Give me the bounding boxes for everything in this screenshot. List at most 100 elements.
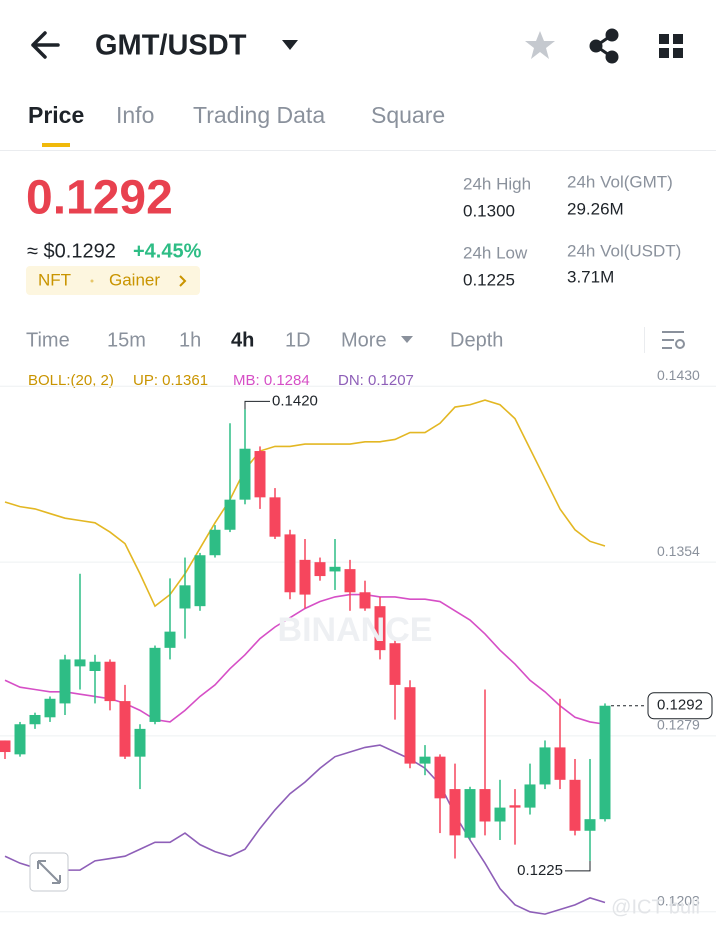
candle-body xyxy=(419,756,431,764)
tab[interactable]: Trading Data xyxy=(193,102,325,128)
candle-body xyxy=(464,789,476,838)
candle-body xyxy=(74,659,86,667)
watermark: @ICT bull xyxy=(611,896,700,918)
candle-body xyxy=(44,698,56,718)
candle-body xyxy=(299,559,311,595)
high-label: 0.1420 xyxy=(272,392,318,409)
interval[interactable]: 1D xyxy=(285,329,311,351)
tab-indicator xyxy=(42,143,70,147)
candle-body xyxy=(479,789,491,822)
price-change: +4.45% xyxy=(133,240,202,262)
low-label: 0.1225 xyxy=(517,862,563,879)
candle-body xyxy=(284,534,296,593)
boll-line xyxy=(4,744,606,915)
candle-body xyxy=(239,448,251,500)
low-pointer xyxy=(565,860,591,872)
candle-body xyxy=(179,585,191,609)
candle-body xyxy=(539,747,551,785)
candle-body xyxy=(224,499,236,530)
tag-box xyxy=(26,266,200,295)
boll-line xyxy=(4,399,606,608)
more-dropdown[interactable] xyxy=(401,336,413,343)
legend-item: MB: 0.1284 xyxy=(233,372,310,389)
watermark: BINANCE xyxy=(278,611,433,649)
stat-value: 29.26M xyxy=(567,199,624,218)
expand-button[interactable] xyxy=(29,852,69,892)
candle-body xyxy=(509,805,521,808)
stat-value: 0.1225 xyxy=(463,270,515,289)
candle-body xyxy=(329,566,341,572)
interval[interactable]: 1h xyxy=(179,329,201,351)
tab[interactable]: Price xyxy=(28,102,84,128)
grid-menu-icon[interactable] xyxy=(659,34,683,58)
chart-settings-icon[interactable] xyxy=(662,331,685,349)
tag[interactable]: NFT xyxy=(38,270,71,289)
candle-body xyxy=(164,631,176,648)
stat-label: 24h High xyxy=(463,174,531,193)
candle-body xyxy=(344,569,356,593)
legend-item: BOLL:(20, 2) xyxy=(28,372,114,389)
candle-body xyxy=(494,807,506,822)
candle-body xyxy=(119,701,131,757)
chart: BOLL:(20, 2) UP: 0.1361 MB: 0.1284 DN: 0.12… xyxy=(0,367,716,915)
legend-item: UP: 0.1361 xyxy=(133,372,208,389)
candle-body xyxy=(389,643,401,685)
candle-body xyxy=(254,451,266,498)
interval[interactable]: 4h xyxy=(231,329,254,351)
candle-body xyxy=(269,497,281,537)
last-price-label: 0.1292 xyxy=(657,697,703,714)
pair-title[interactable]: GMT/USDT xyxy=(95,30,247,62)
tab[interactable]: Info xyxy=(116,102,154,128)
candle-body xyxy=(374,606,386,651)
candle-body xyxy=(314,562,326,577)
fiat-price: ≈ $0.1292 xyxy=(27,240,116,262)
candle-body xyxy=(569,779,581,831)
y-tick-label: 0.1354 xyxy=(657,543,700,559)
candle-body xyxy=(209,529,221,556)
candle-body xyxy=(359,592,371,609)
high-pointer xyxy=(244,400,270,410)
tag[interactable]: Gainer xyxy=(109,270,160,289)
back-button[interactable] xyxy=(31,31,60,59)
divider xyxy=(0,150,716,151)
candle-body xyxy=(104,661,116,702)
y-tick-label: 0.1203 xyxy=(657,892,700,908)
candle-body xyxy=(0,740,11,753)
share-icon[interactable] xyxy=(589,28,619,64)
candle-body xyxy=(554,747,566,780)
candle-body xyxy=(599,705,611,820)
y-tick-label: 0.1430 xyxy=(657,367,700,383)
y-tick-label: 0.1279 xyxy=(657,717,700,733)
candle-body xyxy=(584,819,596,831)
interval[interactable]: Time xyxy=(26,329,70,351)
interval[interactable]: More xyxy=(341,329,387,351)
candle-body xyxy=(434,756,446,799)
candle-body xyxy=(524,784,536,808)
candle-body xyxy=(449,789,461,836)
candle-body xyxy=(89,661,101,671)
stat-value: 3.71M xyxy=(567,267,614,286)
stat-label: 24h Low xyxy=(463,243,528,262)
tag-separator xyxy=(90,279,94,283)
pair-dropdown[interactable] xyxy=(282,40,298,50)
candle-body xyxy=(14,724,26,755)
legend-item: DN: 0.1207 xyxy=(338,372,414,389)
candle-body xyxy=(134,728,146,757)
favorite-icon[interactable] xyxy=(525,31,555,59)
tag-chevron xyxy=(179,275,187,287)
last-price-box xyxy=(647,692,713,720)
stat-label: 24h Vol(USDT) xyxy=(567,241,681,260)
candle-body xyxy=(59,659,71,704)
divider xyxy=(644,327,645,353)
last-price: 0.1292 xyxy=(26,172,173,225)
interval[interactable]: 15m xyxy=(107,329,146,351)
stat-value: 0.1300 xyxy=(463,201,515,220)
candle-body xyxy=(404,687,416,764)
tab[interactable]: Square xyxy=(371,102,445,128)
candle-body xyxy=(29,714,41,725)
candle-body xyxy=(194,555,206,607)
interval[interactable]: Depth xyxy=(450,329,503,351)
stat-label: 24h Vol(GMT) xyxy=(567,172,673,191)
candle-body xyxy=(149,647,161,722)
